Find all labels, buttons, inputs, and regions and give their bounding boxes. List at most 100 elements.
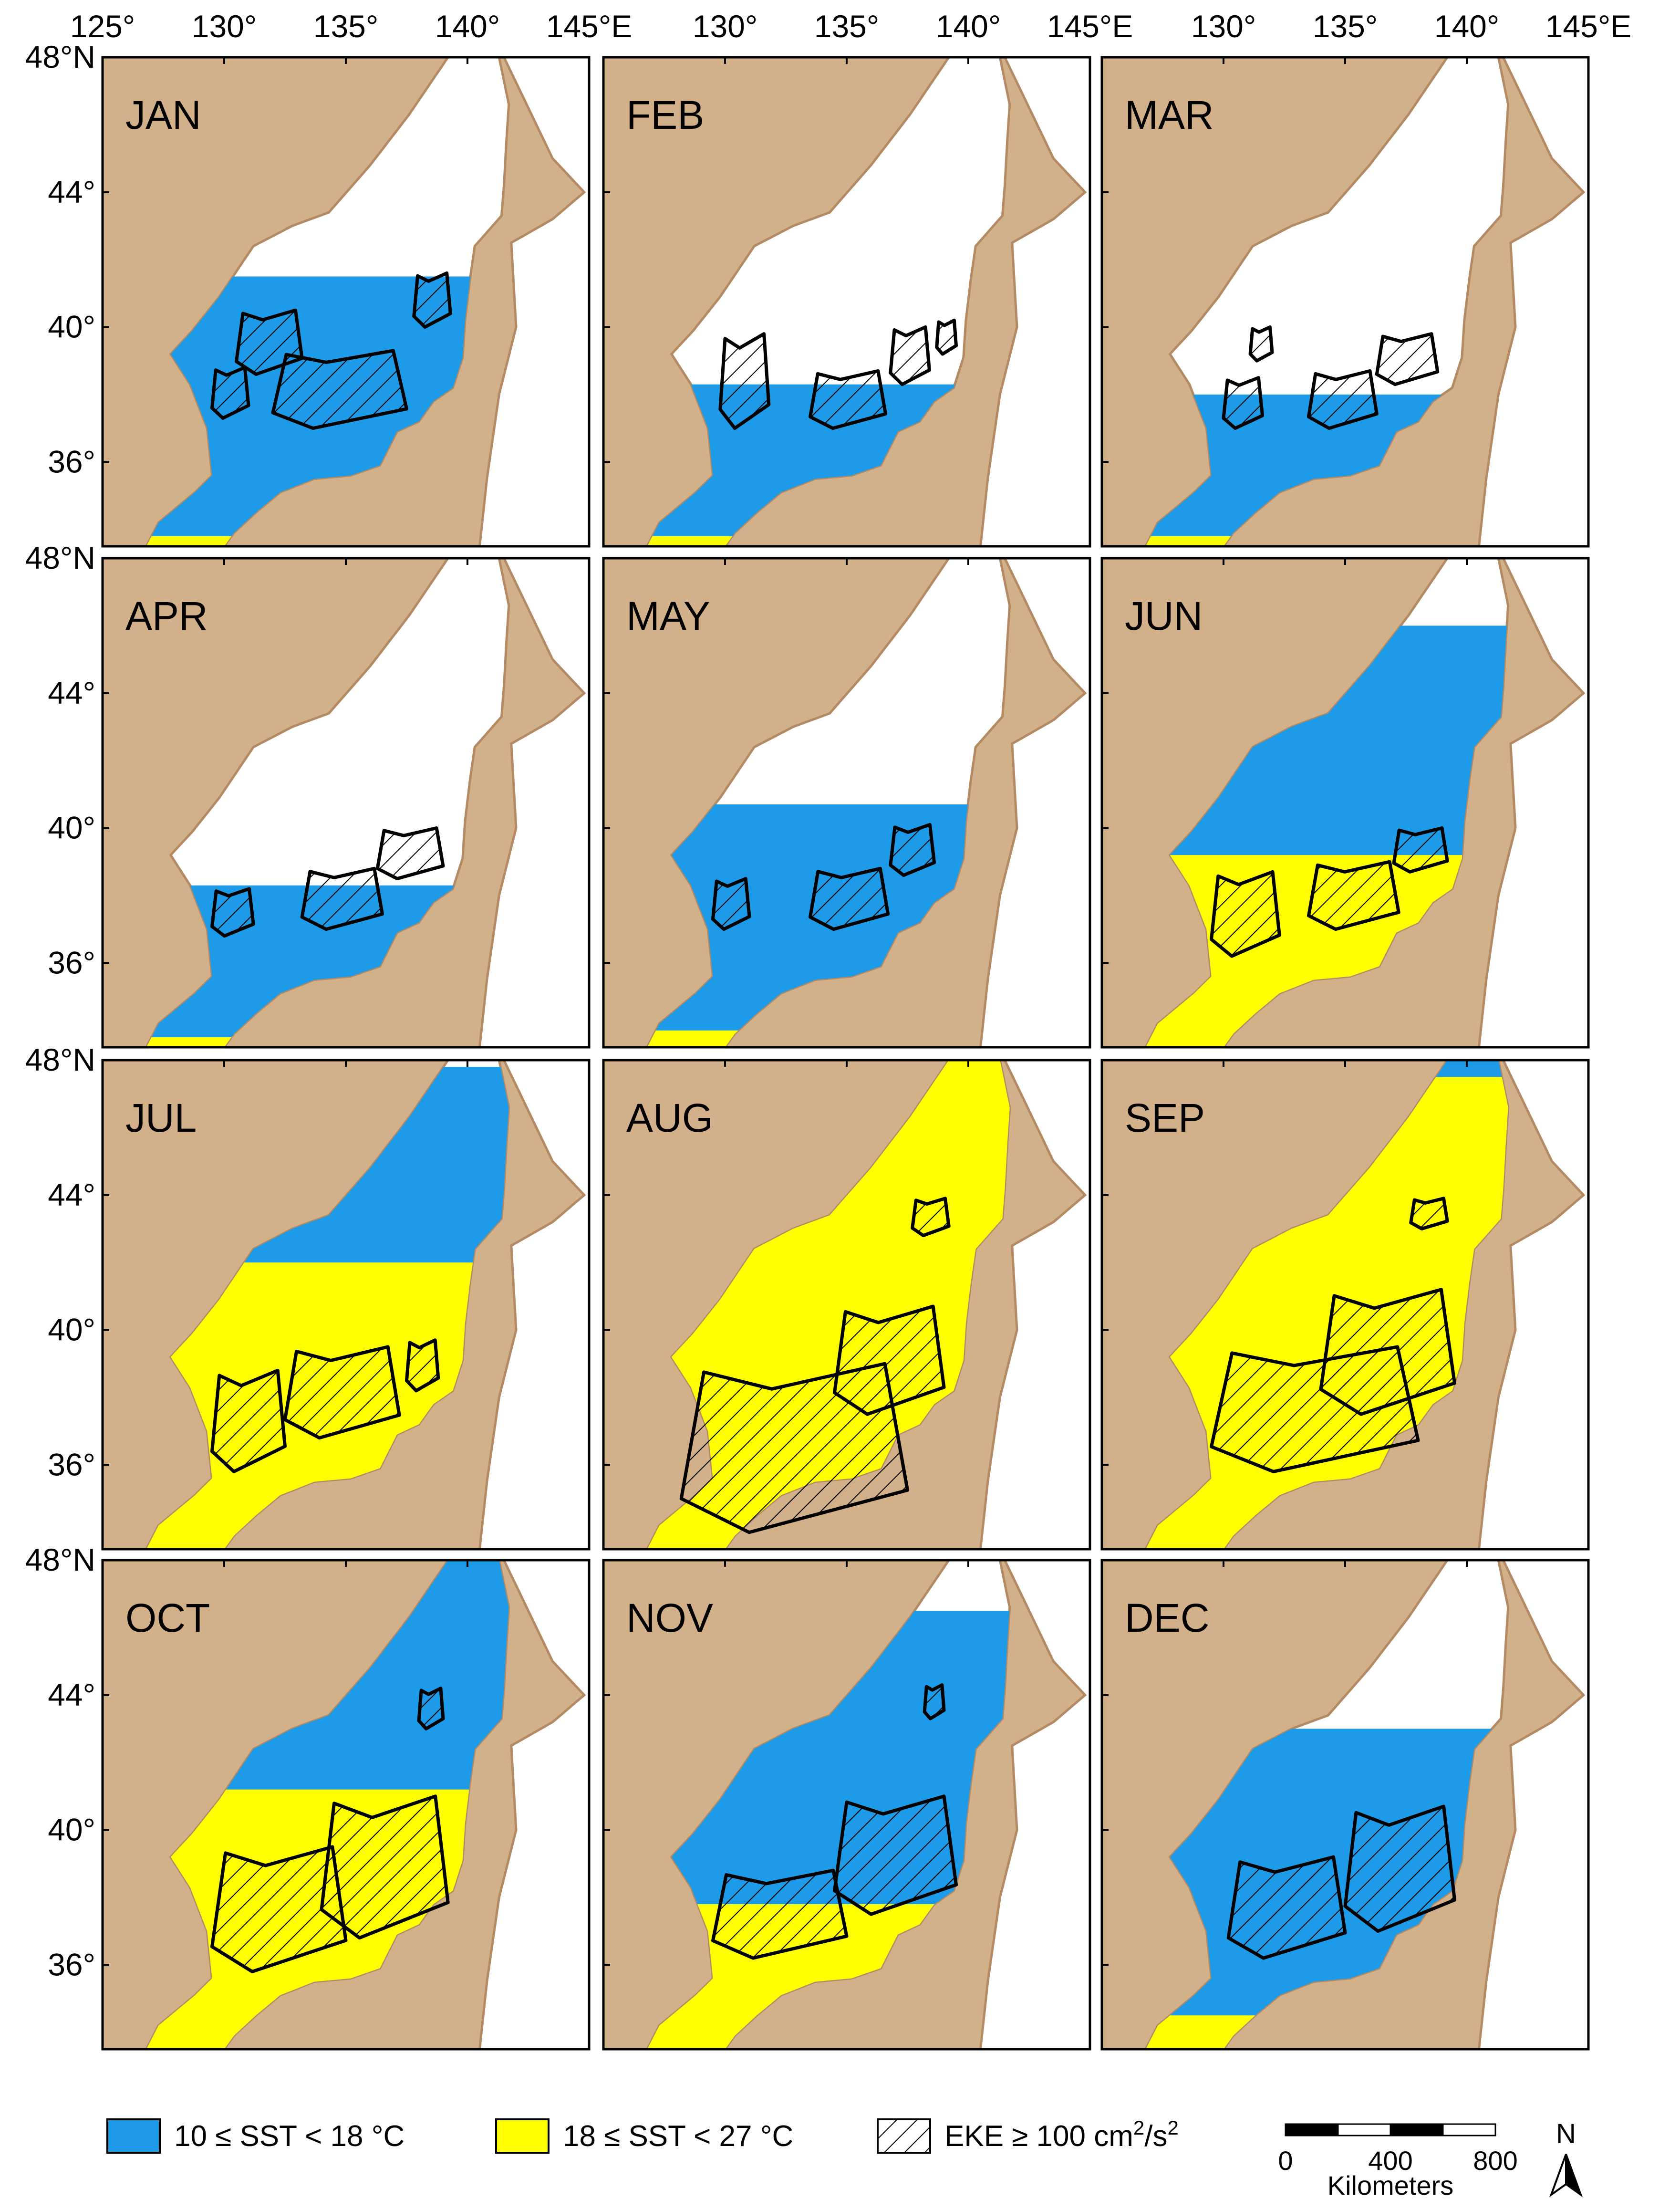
- lon-tick-label: 140°: [936, 9, 1001, 44]
- panel-aug: AUG: [602, 1059, 1091, 1551]
- panel-dec: DEC: [1100, 1559, 1590, 2051]
- lat-tick-label: 48°N: [25, 1542, 95, 1577]
- lon-tick-label: 135°: [1313, 9, 1378, 44]
- eke-region-3: [889, 325, 931, 386]
- eke-region-2: [833, 1794, 958, 1916]
- panel-jul: JUL: [101, 1059, 591, 1551]
- lat-tick-label: 36°: [48, 945, 95, 980]
- pacific-sea: [1477, 558, 1588, 1047]
- eke-region-3: [417, 1687, 445, 1730]
- scale-tick-0: 0: [1278, 2146, 1293, 2176]
- lon-tick-label: 130°: [693, 9, 758, 44]
- eke-region-2: [320, 1794, 450, 1940]
- lat-tick-label: 48°N: [25, 540, 95, 575]
- eke-region-3: [375, 826, 445, 881]
- lat-tick-label: 48°N: [25, 39, 95, 74]
- lon-tick-label: 135°: [313, 9, 379, 44]
- lat-tick-label: 40°: [48, 810, 95, 845]
- legend-item-cool-sst: 10 ≤ SST < 18 °C: [106, 2118, 404, 2154]
- pacific-sea: [979, 1560, 1090, 2049]
- pacific-sea: [979, 1060, 1090, 1549]
- month-label: JAN: [125, 93, 201, 137]
- panel-nov: NOV: [602, 1559, 1091, 2051]
- legend-label-cool: 10 ≤ SST < 18 °C: [174, 2120, 404, 2153]
- lat-tick-label: 44°: [48, 1177, 95, 1212]
- eke-region-2: [283, 1345, 401, 1440]
- lat-tick-label: 44°: [48, 174, 95, 209]
- scale-unit: Kilometers: [1327, 2170, 1454, 2199]
- lon-tick-label: 135°: [814, 9, 880, 44]
- lon-tick-label: 145°E: [1047, 9, 1133, 44]
- eke-region-2: [300, 866, 384, 931]
- panel-mar: MAR: [1100, 56, 1590, 548]
- pacific-sea: [979, 57, 1090, 546]
- scale-bar: 0 400 800 Kilometers: [1278, 2123, 1518, 2199]
- north-label: N: [1556, 2118, 1576, 2149]
- month-label: JUL: [125, 1095, 197, 1140]
- month-label: FEB: [626, 93, 704, 137]
- legend-label-eke: EKE ≥ 100 cm2/s2: [944, 2116, 1179, 2153]
- lat-tick-label: 36°: [48, 1447, 95, 1482]
- eke-region-1: [711, 1868, 849, 1960]
- eke-region-2: [809, 369, 888, 430]
- north-arrow: N: [1549, 2118, 1583, 2198]
- legend: 10 ≤ SST < 18 °C 18 ≤ SST < 27 °C EKE ≥ …: [106, 2116, 1583, 2199]
- panel-apr: APR: [101, 557, 591, 1049]
- legend-swatch-cool: [106, 2118, 161, 2154]
- eke-region-2: [1307, 860, 1400, 931]
- eke-region-4: [412, 271, 452, 329]
- month-label: DEC: [1125, 1595, 1209, 1640]
- eke-region-3: [405, 1338, 440, 1393]
- month-label: NOV: [626, 1595, 713, 1640]
- lon-tick-label: 130°: [192, 9, 257, 44]
- pacific-sea: [478, 1060, 589, 1549]
- lon-tick-label: 130°: [1191, 9, 1256, 44]
- panel-sep: SEP: [1100, 1059, 1590, 1551]
- eke-region-1: [1210, 870, 1281, 958]
- eke-region-2: [833, 1304, 946, 1416]
- pacific-sea: [979, 558, 1090, 1047]
- lon-tick-label: 145°E: [1545, 9, 1632, 44]
- scale-tick-400: 400: [1368, 2146, 1412, 2176]
- panel-may: MAY: [602, 557, 1091, 1049]
- panel-oct: OCT: [101, 1559, 591, 2051]
- eke-region-1: [718, 332, 771, 430]
- eke-region-2: [1319, 1288, 1456, 1416]
- eke-region-3: [923, 1683, 946, 1720]
- pacific-sea: [1477, 1560, 1588, 2049]
- eke-region-3: [235, 308, 304, 376]
- panel-jun: JUN: [1100, 557, 1590, 1049]
- eke-region-2: [809, 866, 890, 931]
- north-arrow-icon: [1549, 2154, 1583, 2198]
- lat-tick-label: 36°: [48, 1947, 95, 1982]
- legend-item-eke: EKE ≥ 100 cm2/s2: [877, 2116, 1179, 2154]
- month-label: SEP: [1125, 1095, 1205, 1140]
- eke-region-1: [711, 877, 751, 931]
- lat-tick-label: 44°: [48, 1677, 95, 1712]
- eke-region-1: [210, 887, 255, 938]
- lat-tick-label: 48°N: [25, 1042, 95, 1077]
- eke-region-3: [1392, 826, 1449, 874]
- month-label: AUG: [626, 1095, 713, 1140]
- month-label: MAY: [626, 594, 710, 638]
- eke-region-2: [1343, 1804, 1456, 1933]
- eke-region-1: [1222, 376, 1265, 430]
- month-label: APR: [125, 594, 208, 638]
- month-label: JUN: [1125, 594, 1203, 638]
- legend-swatch-warm: [495, 2118, 550, 2154]
- lat-tick-label: 36°: [48, 444, 95, 479]
- eke-region-3: [911, 1197, 951, 1238]
- pacific-sea: [1477, 57, 1588, 546]
- eke-region-3: [1409, 1197, 1449, 1230]
- pacific-sea: [478, 1560, 589, 2049]
- lon-tick-label: 140°: [1434, 9, 1500, 44]
- legend-label-warm: 18 ≤ SST < 27 °C: [563, 2120, 793, 2153]
- eke-region-4: [1248, 325, 1274, 363]
- pacific-sea: [1477, 1060, 1588, 1549]
- longitude-axis-labels: 125° 130° 135° 140° 145°E 130° 135° 140° 145°E 13…: [70, 9, 1632, 44]
- month-label: OCT: [125, 1595, 210, 1640]
- lat-tick-label: 44°: [48, 675, 95, 710]
- lat-tick-label: 40°: [48, 1812, 95, 1847]
- month-label: MAR: [1125, 93, 1214, 137]
